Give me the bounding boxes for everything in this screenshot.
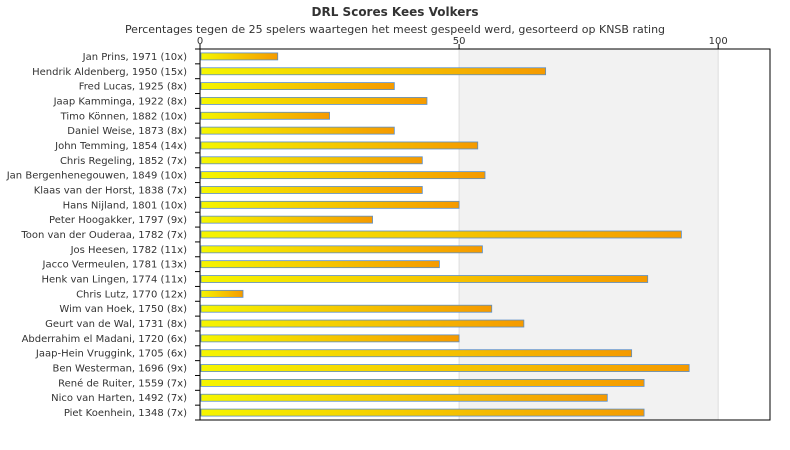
category-label: Piet Koenhein, 1348 (7x) [64,408,187,419]
bar [200,97,428,105]
bar [200,186,423,194]
bar [200,289,244,298]
category-label: Ben Westerman, 1696 (9x) [53,364,188,375]
category-label: Geurt van de Wal, 1731 (8x) [45,319,187,330]
bar [200,393,608,402]
plot-border [199,48,771,421]
category-label: Chris Regeling, 1852 (7x) [60,156,187,167]
category-label: Hendrik Aldenberg, 1950 (15x) [32,67,187,78]
bar [200,215,373,224]
bar [200,349,633,358]
bar [200,245,483,254]
category-label: Chris Lutz, 1770 (12x) [76,289,187,300]
category-label: Jos Heesen, 1782 (11x) [70,245,188,256]
category-label: Nico van Harten, 1492 (7x) [51,393,187,404]
category-label: Jan Bergenhenegouwen, 1849 (10x) [6,171,187,182]
bar [200,304,493,313]
category-label: Henk van Lingen, 1774 (11x) [42,275,188,286]
bar [200,126,395,135]
bar [200,82,395,90]
bar [200,171,486,180]
bar [200,408,645,417]
bar [200,200,460,209]
category-label: Jacco Vermeulen, 1781 (13x) [42,260,188,271]
category-label: John Temming, 1854 (14x) [54,141,187,152]
category-label: René de Ruiter, 1559 (7x) [58,377,187,389]
x-tick-label: 50 [453,36,466,47]
x-tick-label: 0 [197,36,203,47]
x-tick-label: 100 [709,36,728,47]
category-label: Timo Können, 1882 (10x) [60,111,187,122]
category-label: Abderrahim el Madani, 1720 (6x) [22,334,188,345]
category-label: Peter Hoogakker, 1797 (9x) [49,215,187,226]
category-label: Jaap Kamminga, 1922 (8x) [53,96,187,107]
bar [200,260,440,269]
chart-title: DRL Scores Kees Volkers [312,5,479,19]
bar [200,67,547,76]
category-label: Fred Lucas, 1925 (8x) [79,82,187,93]
category-label: Hans Nijland, 1801 (10x) [63,200,188,211]
bar [200,319,525,328]
category-label: Klaas van der Horst, 1838 (7x) [34,185,187,196]
category-label: Jan Prins, 1971 (10x) [82,52,187,63]
bar [200,364,690,372]
bar [200,275,649,283]
bar [200,378,645,387]
category-label: Wim van Hoek, 1750 (8x) [59,304,187,315]
bar [200,230,682,239]
category-label: Toon van der Ouderaa, 1782 (7x) [20,230,187,241]
chart-subtitle: Percentages tegen de 25 spelers waartege… [125,23,665,36]
category-label: Jaap-Hein Vruggink, 1705 (6x) [35,349,187,360]
bar [200,334,460,343]
bar [200,52,279,61]
category-label: Daniel Weise, 1873 (8x) [67,126,187,137]
bar [200,111,330,120]
plot-area: Jan Prins, 1971 (10x) Hendrik Aldenberg, … [6,36,771,421]
bar [200,156,423,165]
bar [200,141,479,150]
